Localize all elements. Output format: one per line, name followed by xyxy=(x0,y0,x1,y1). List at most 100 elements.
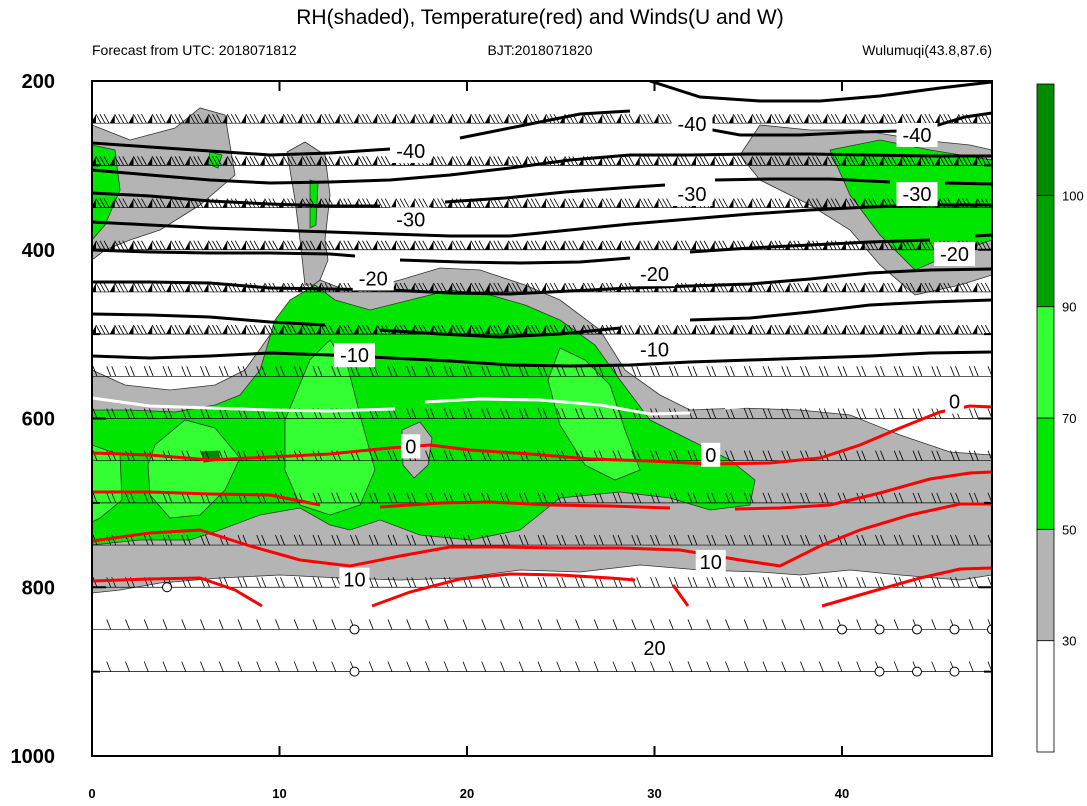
wind-barb xyxy=(500,661,505,672)
wind-flag xyxy=(522,156,528,166)
wind-barb xyxy=(95,282,110,293)
contour-label: 0 xyxy=(705,445,716,467)
contour-label-box xyxy=(352,266,394,291)
wind-barb xyxy=(368,619,374,630)
wind-flag xyxy=(803,114,809,124)
wind-barb xyxy=(406,619,412,630)
wind-barb xyxy=(631,661,637,672)
wind-flag xyxy=(166,156,171,166)
wind-flag xyxy=(503,282,509,292)
wind-barb xyxy=(312,534,323,546)
wind-barb xyxy=(658,156,672,166)
wind-flag xyxy=(297,240,303,250)
wind-barb xyxy=(518,534,529,546)
wind-barb xyxy=(331,661,337,672)
wind-flag xyxy=(728,325,734,335)
wind-barb xyxy=(451,240,466,250)
wind-barb xyxy=(312,366,323,377)
contour-5 xyxy=(92,404,992,466)
wind-flag xyxy=(916,325,921,335)
wind-barb xyxy=(114,240,129,250)
wind-flag xyxy=(616,198,621,208)
wind-flag xyxy=(803,325,809,335)
contour-20 xyxy=(92,566,992,608)
x-tick-label: 0 xyxy=(88,786,95,801)
wind-barb xyxy=(414,198,429,208)
wind-flag xyxy=(409,198,415,208)
wind-barb xyxy=(358,156,372,166)
wind-barb xyxy=(818,661,824,672)
wind-barb xyxy=(125,492,135,504)
wind-barb xyxy=(181,619,187,630)
wind-barb xyxy=(339,240,354,250)
wind-flag xyxy=(334,114,340,124)
wind-barb xyxy=(425,534,435,546)
wind-barb xyxy=(837,366,848,377)
wind-barb xyxy=(481,619,487,630)
calm-wind-marker xyxy=(874,624,885,635)
wind-flag xyxy=(184,198,190,208)
wind-flag xyxy=(972,325,978,335)
contour-label-box xyxy=(896,182,938,207)
wind-barb xyxy=(687,619,693,630)
wind-flag xyxy=(334,240,340,250)
wind-barb xyxy=(931,366,942,377)
wind-barb xyxy=(743,450,754,461)
wind-barb xyxy=(714,113,729,124)
wind-barb xyxy=(293,577,304,588)
wind-barb xyxy=(358,324,372,335)
wind-barb xyxy=(133,324,147,335)
wind-barb xyxy=(518,492,529,504)
wind-barb xyxy=(612,534,623,546)
wind-barb xyxy=(583,240,597,250)
wind-barb xyxy=(950,366,960,377)
wind-barb xyxy=(537,534,548,546)
wind-flag xyxy=(541,325,546,335)
wind-barb xyxy=(612,366,623,377)
wind-barb xyxy=(714,198,729,208)
wind-barb xyxy=(575,492,585,504)
wind-barb xyxy=(368,534,379,546)
wind-flag xyxy=(859,114,865,124)
wind-barb xyxy=(189,156,204,166)
wind-flag xyxy=(897,114,903,124)
wind-barb xyxy=(958,282,972,293)
wind-barb xyxy=(264,240,279,250)
wind-flag xyxy=(747,114,753,124)
wind-flag xyxy=(166,282,171,292)
wind-barb xyxy=(639,198,654,208)
wind-flag xyxy=(803,282,809,292)
wind-barb xyxy=(950,492,960,504)
wind-barb xyxy=(658,324,672,335)
wind-barb xyxy=(781,661,787,672)
wind-flag xyxy=(316,114,321,124)
wind-flag xyxy=(822,198,828,208)
wind-barb xyxy=(301,324,316,335)
wind-barb xyxy=(639,113,654,124)
wind-barb xyxy=(489,156,504,166)
wind-barb xyxy=(575,408,585,419)
wind-flag xyxy=(484,282,490,292)
wind-barb xyxy=(125,661,130,672)
wind-barb xyxy=(226,324,241,335)
wind-barb xyxy=(508,324,522,335)
wind-flag xyxy=(916,282,921,292)
wind-flag xyxy=(391,114,396,124)
wind-barb xyxy=(92,492,98,504)
wind-barb xyxy=(151,198,166,208)
wind-barb xyxy=(762,577,773,588)
wind-flag xyxy=(109,240,115,250)
contour-label: -40 xyxy=(903,125,932,147)
wind-barb xyxy=(770,282,785,293)
wind-flag xyxy=(334,325,340,335)
wind-barb xyxy=(114,324,129,335)
wind-flag xyxy=(278,325,284,335)
wind-flag xyxy=(128,282,134,292)
wind-barb xyxy=(170,156,185,166)
wind-barb xyxy=(620,324,635,335)
wind-barb xyxy=(368,492,379,504)
wind-barb xyxy=(687,577,698,588)
wind-barb xyxy=(556,534,567,546)
wind-barb xyxy=(751,198,766,208)
wind-barb xyxy=(170,113,185,124)
